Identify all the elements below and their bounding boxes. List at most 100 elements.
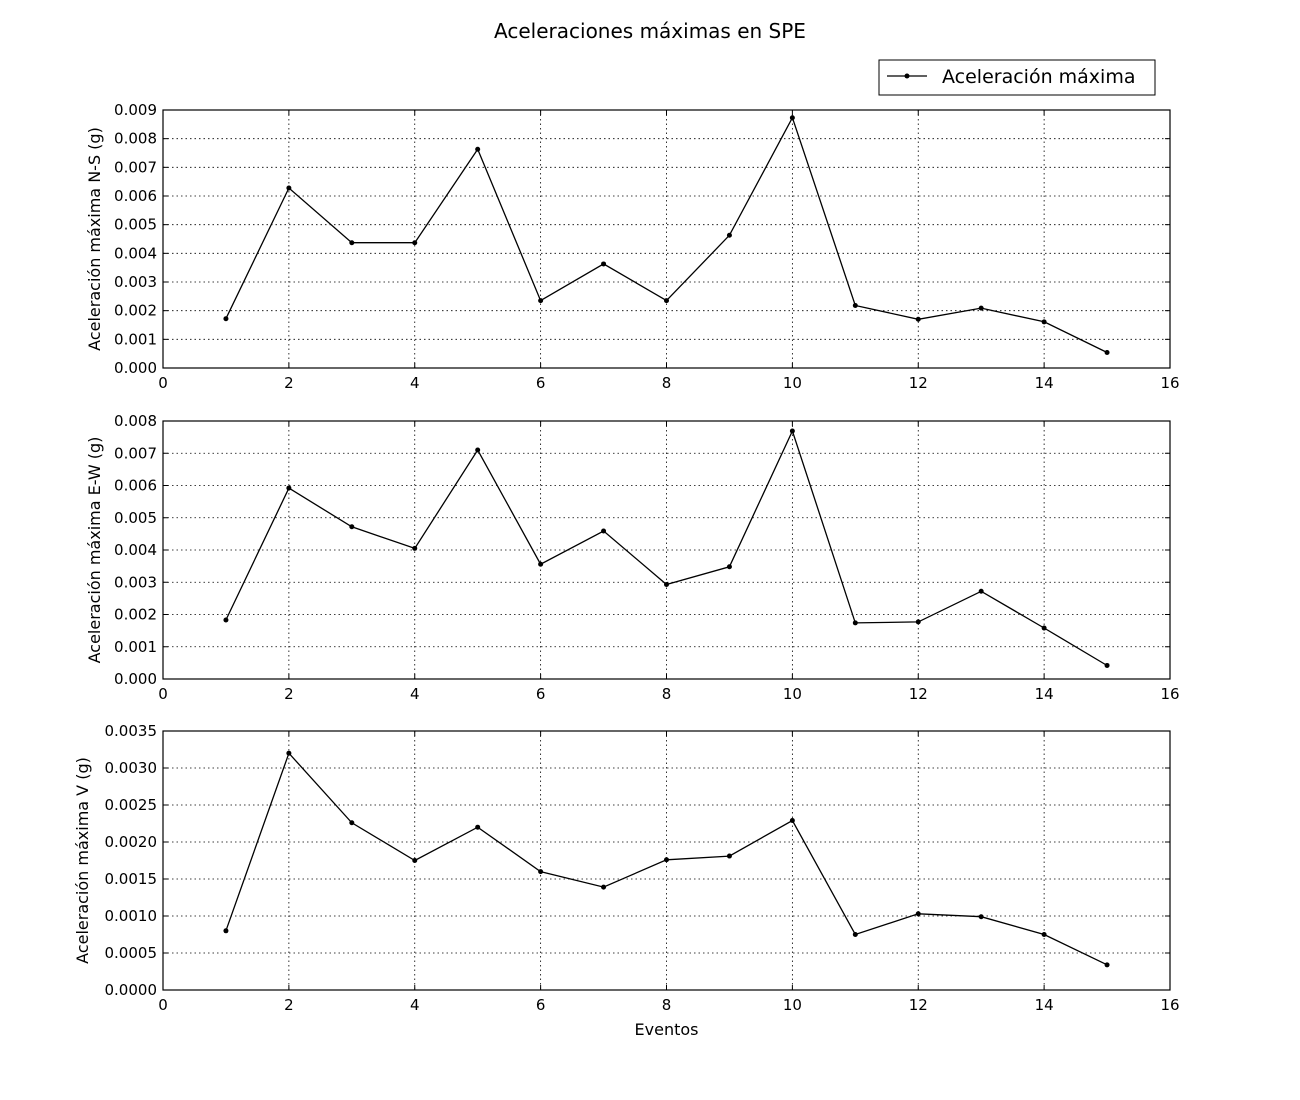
y-tick-label: 0.0000 xyxy=(105,981,158,999)
y-tick-label: 0.003 xyxy=(114,573,157,591)
x-tick-label: 16 xyxy=(1160,996,1179,1014)
subplot-1: 0 2 4 6 8 10 12 14 16 0.000 0.001 0.002 0.003 0.004 0.… xyxy=(85,101,1180,392)
y-tick-label: 0.005 xyxy=(114,216,157,234)
data-point xyxy=(475,447,481,453)
subplot-3: 0 2 4 6 8 10 12 14 16 0.0000 0.0005 0.0010 0.0015 0.0… xyxy=(73,722,1180,1039)
y-tick-label: 0.002 xyxy=(114,606,157,624)
data-point xyxy=(601,261,607,267)
data-point xyxy=(789,115,795,121)
data-point xyxy=(915,316,921,322)
data-point xyxy=(852,303,858,309)
x-tick-label: 16 xyxy=(1160,685,1179,703)
axes-frame xyxy=(162,730,1171,991)
x-tick-label: 4 xyxy=(410,996,420,1014)
y-axis-label: Aceleración máxima N-S (g) xyxy=(85,127,104,351)
data-point xyxy=(1104,350,1110,356)
data-point xyxy=(286,750,292,756)
x-axis-label: Eventos xyxy=(635,1020,699,1039)
data-point xyxy=(538,298,544,304)
y-tick-label: 0.009 xyxy=(114,101,157,119)
data-point xyxy=(1041,625,1047,631)
data-point xyxy=(726,853,732,859)
y-tick-label: 0.005 xyxy=(114,509,157,527)
x-tick-label: 6 xyxy=(536,996,546,1014)
y-tick-label: 0.006 xyxy=(114,477,157,495)
data-point xyxy=(601,528,607,534)
y-tick-label: 0.001 xyxy=(114,638,157,656)
data-point xyxy=(852,620,858,626)
data-point xyxy=(978,588,984,594)
data-point xyxy=(915,911,921,917)
y-axis-label: Aceleración máxima E-W (g) xyxy=(85,437,104,664)
data-point xyxy=(789,428,795,434)
y-tick-label: 0.000 xyxy=(114,359,157,377)
y-tick-label: 0.006 xyxy=(114,187,157,205)
data-point xyxy=(412,240,418,246)
data-point xyxy=(475,146,481,152)
data-point xyxy=(223,617,229,623)
data-point xyxy=(852,932,858,937)
y-tick-label: 0.0005 xyxy=(105,944,158,962)
y-tick-label: 0.004 xyxy=(114,244,157,262)
x-tick-label: 2 xyxy=(284,685,294,703)
x-tick-label: 6 xyxy=(536,685,546,703)
y-tick-label: 0.003 xyxy=(114,273,157,291)
y-tick-label: 0.001 xyxy=(114,330,157,348)
y-tick-label: 0.0020 xyxy=(105,833,158,851)
y-tick-label: 0.008 xyxy=(114,412,157,430)
x-tick-label: 2 xyxy=(284,996,294,1014)
x-tick-label: 2 xyxy=(284,374,294,392)
data-point xyxy=(475,824,481,830)
x-tick-label: 8 xyxy=(662,374,672,392)
figure-title: Aceleraciones máximas en SPE xyxy=(494,19,806,43)
y-tick-label: 0.002 xyxy=(114,302,157,320)
data-point xyxy=(349,524,355,530)
data-point xyxy=(789,818,795,824)
legend-label: Aceleración máxima xyxy=(942,66,1135,88)
x-tick-label: 4 xyxy=(410,685,420,703)
x-tick-label: 10 xyxy=(783,996,802,1014)
x-tick-label: 10 xyxy=(783,685,802,703)
data-point xyxy=(223,316,229,322)
x-tick-label: 4 xyxy=(410,374,420,392)
data-point xyxy=(223,928,229,934)
x-tick-label: 16 xyxy=(1160,374,1179,392)
x-tick-label: 12 xyxy=(909,374,928,392)
x-tick-label: 8 xyxy=(662,685,672,703)
y-tick-label: 0.0010 xyxy=(105,907,158,925)
data-point xyxy=(1104,662,1110,668)
data-point xyxy=(726,232,732,238)
data-point xyxy=(1041,319,1047,325)
data-point xyxy=(726,564,732,570)
data-point xyxy=(915,619,921,625)
y-tick-label: 0.0015 xyxy=(105,870,158,888)
x-tick-label: 12 xyxy=(909,685,928,703)
y-tick-label: 0.004 xyxy=(114,541,157,559)
data-point xyxy=(538,561,544,567)
y-tick-label: 0.0035 xyxy=(105,722,158,740)
data-point xyxy=(349,240,355,246)
data-point xyxy=(412,858,418,863)
legend-box xyxy=(878,59,1156,96)
y-tick-label: 0.008 xyxy=(114,130,157,148)
y-tick-label: 0.0025 xyxy=(105,796,158,814)
data-point xyxy=(664,298,669,304)
data-point xyxy=(1104,962,1110,968)
x-tick-label: 8 xyxy=(662,996,672,1014)
subplot-2: 0 2 4 6 8 10 12 14 16 0.000 0.001 0.002 0.003 0.004 0.… xyxy=(85,412,1180,703)
x-tick-label: 10 xyxy=(783,374,802,392)
x-tick-label: 12 xyxy=(909,996,928,1014)
data-point xyxy=(349,820,355,826)
x-tick-label: 0 xyxy=(158,374,168,392)
data-point xyxy=(978,305,984,311)
data-point xyxy=(538,869,544,875)
data-point xyxy=(1041,932,1047,937)
data-point xyxy=(601,884,607,890)
legend: Aceleración máxima xyxy=(878,59,1156,96)
x-tick-label: 14 xyxy=(1035,685,1054,703)
x-tick-label: 6 xyxy=(536,374,546,392)
y-tick-label: 0.007 xyxy=(114,444,157,462)
data-point xyxy=(978,914,984,920)
data-point xyxy=(664,582,669,588)
